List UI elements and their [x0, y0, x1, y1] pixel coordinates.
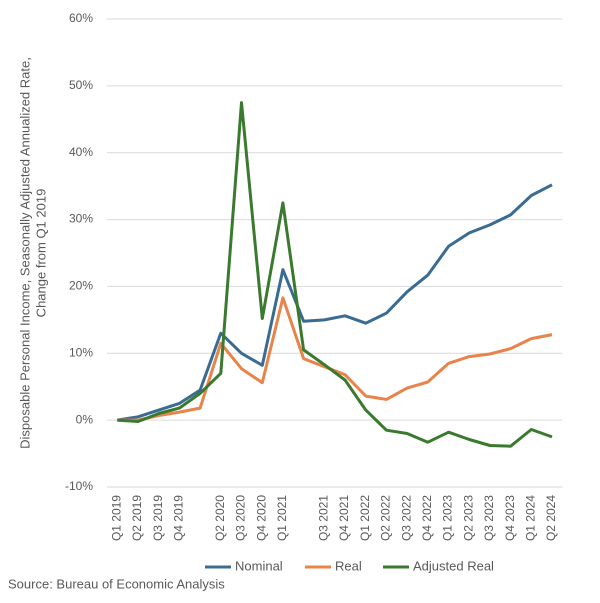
x-tick-label: Q3 2021 — [317, 495, 331, 541]
x-tick-label: Q4 2022 — [420, 495, 434, 541]
x-tick-label: Q4 2020 — [254, 495, 268, 541]
y-tick-label: 50% — [69, 78, 93, 92]
x-tick-label: Q4 2023 — [503, 495, 517, 541]
y-tick-label: 0% — [76, 412, 94, 426]
x-tick-label: Q1 2023 — [441, 495, 455, 541]
y-tick-label: 30% — [69, 212, 93, 226]
x-tick-label: Q2 2020 — [213, 495, 227, 541]
x-tick-label: Q1 2024 — [524, 495, 538, 541]
x-tick-label: Q4 2021 — [337, 495, 351, 541]
x-tick-label: Q3 2022 — [399, 495, 413, 541]
legend-label: Nominal — [235, 558, 283, 573]
y-tick-label: 60% — [69, 11, 93, 25]
x-tick-label: Q1 2022 — [358, 495, 372, 541]
legend-label: Real — [335, 558, 362, 573]
x-tick-label: Q2 2019 — [130, 495, 144, 541]
legend-label: Adjusted Real — [413, 558, 494, 573]
y-tick-label: 40% — [69, 145, 93, 159]
y-tick-label: 20% — [69, 279, 93, 293]
source-note: Source: Bureau of Economic Analysis — [8, 576, 225, 591]
x-tick-label: Q2 2022 — [379, 495, 393, 541]
x-tick-label: Q3 2020 — [234, 495, 248, 541]
x-tick-label: Q2 2023 — [461, 495, 475, 541]
x-tick-label: Q1 2021 — [275, 495, 289, 541]
data-line — [117, 101, 553, 448]
data-line — [117, 183, 553, 422]
y-tick-label: -10% — [65, 479, 93, 493]
x-tick-label: Q3 2019 — [151, 495, 165, 541]
y-axis-title: Disposable Personal Income, Seasonally A… — [17, 57, 32, 449]
y-axis-title: Change from Q1 2019 — [33, 189, 48, 318]
x-tick-label: Q3 2023 — [482, 495, 496, 541]
x-tick-label: Q2 2024 — [544, 495, 558, 541]
x-tick-label: Q1 2019 — [110, 495, 124, 541]
y-tick-label: 10% — [69, 345, 93, 359]
x-tick-label: Q4 2019 — [172, 495, 186, 541]
